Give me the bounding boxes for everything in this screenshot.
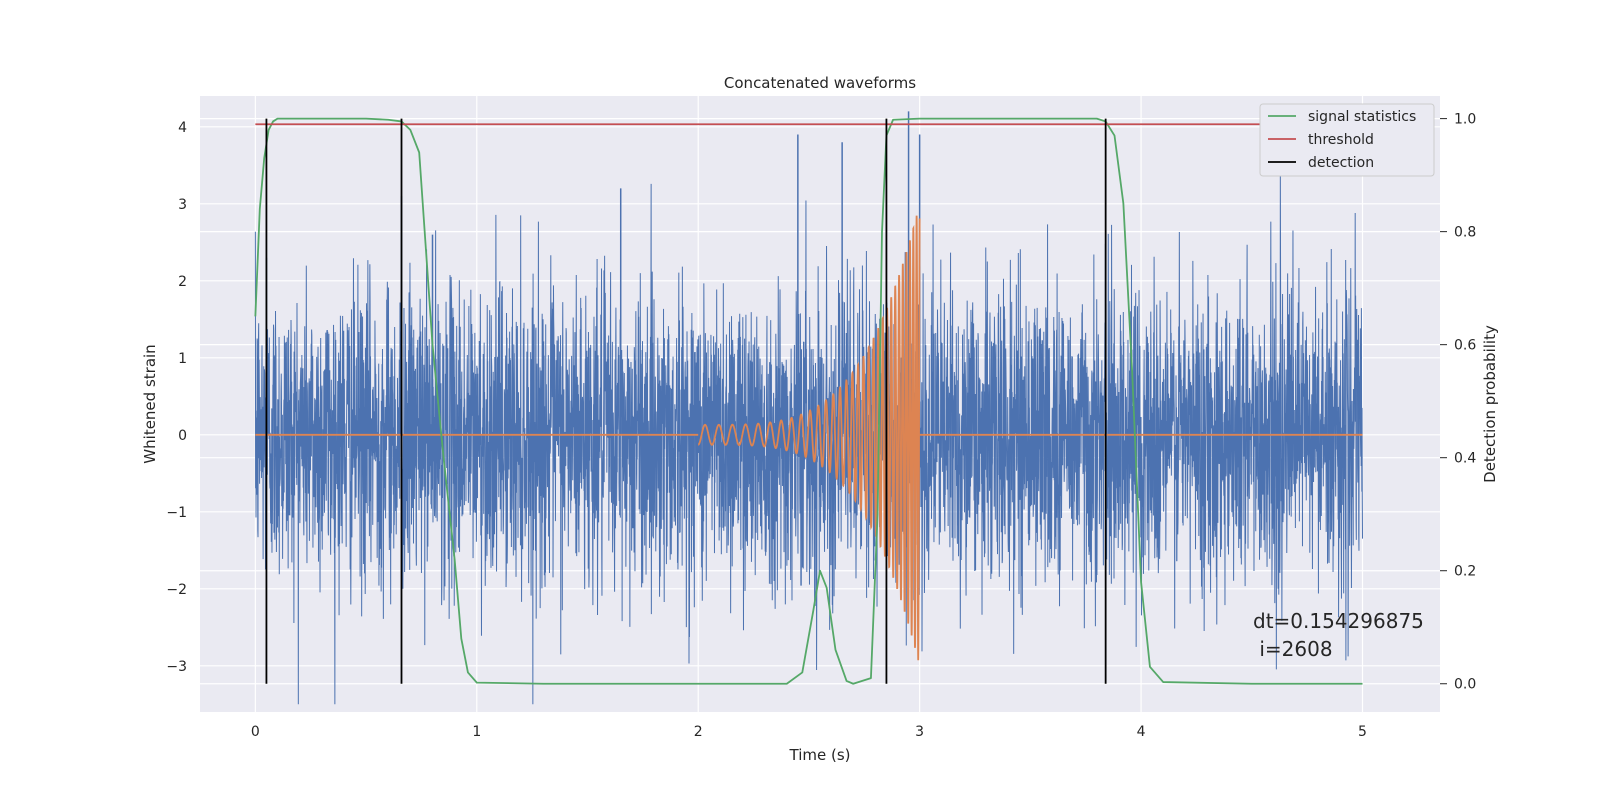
- y-right-tick-label-5: 1.0: [1454, 112, 1476, 128]
- y-tick-label-4: 1: [178, 351, 187, 367]
- y-tick-label-3: 0: [178, 428, 187, 444]
- legend-label-signal-statistics: signal statistics: [1308, 109, 1416, 125]
- legend-box: [1259, 103, 1435, 177]
- y-tick-label-0: −3: [166, 659, 187, 675]
- ticks: 0 1 2 3 4 5 −3 −2 −1 0 1 2 3 4 0.0 0.2 0.4 0.6 0.8 1.0: [166, 112, 1476, 740]
- y-right-tick-label-2: 0.4: [1454, 451, 1476, 467]
- annotation-i: i=2608: [1253, 637, 1333, 661]
- x-tick-label-5: 5: [1358, 724, 1367, 740]
- template-chirp-line: [697, 215, 921, 661]
- signal-statistics-line: [254, 117, 1363, 685]
- y-tick-label-1: −2: [166, 582, 187, 598]
- x-tick-label-3: 3: [915, 724, 924, 740]
- y-axis-label: Whitened strain: [141, 344, 159, 463]
- y-tick-label-2: −1: [166, 505, 187, 521]
- x-tick-label-1: 1: [472, 724, 481, 740]
- legend: signal statistics threshold detection: [1259, 103, 1435, 177]
- y-right-tick-label-3: 0.6: [1454, 338, 1476, 354]
- x-axis-label: Time (s): [789, 746, 851, 764]
- x-tick-label-4: 4: [1137, 724, 1146, 740]
- y-tick-label-5: 2: [178, 274, 187, 290]
- legend-label-threshold: threshold: [1308, 132, 1374, 148]
- x-tick-label-0: 0: [251, 724, 260, 740]
- strain-noise-line: [254, 169, 1363, 705]
- y-right-tick-label-1: 0.2: [1454, 564, 1476, 580]
- y-right-tick-label-4: 0.8: [1454, 225, 1476, 241]
- legend-label-detection: detection: [1308, 155, 1374, 171]
- plot-lines: [254, 111, 1363, 705]
- x-tick-label-2: 2: [694, 724, 703, 740]
- y-tick-label-6: 3: [178, 197, 187, 213]
- chart-title: Concatenated waveforms: [724, 74, 916, 92]
- y-tick-label-7: 4: [178, 120, 187, 136]
- annotation-dt: dt=0.154296875: [1253, 609, 1424, 633]
- y-right-tick-label-0: 0.0: [1454, 677, 1476, 693]
- y-axis-right-label: Detection probability: [1481, 325, 1499, 483]
